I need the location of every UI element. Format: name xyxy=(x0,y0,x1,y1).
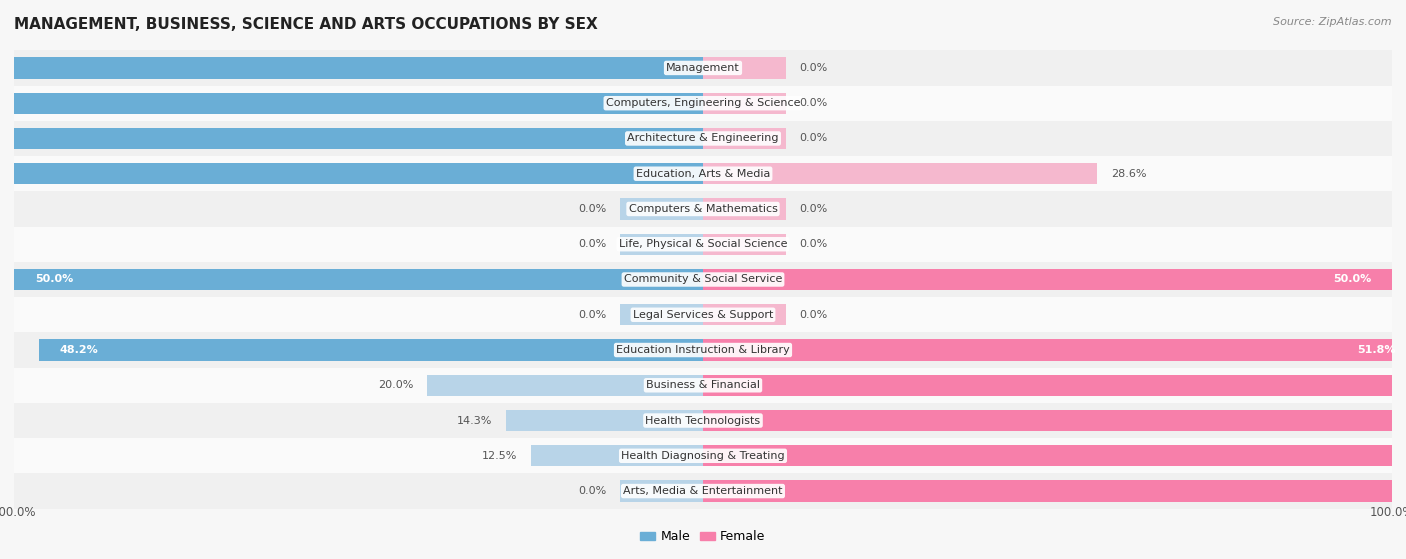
Bar xyxy=(14,403,1392,438)
Text: MANAGEMENT, BUSINESS, SCIENCE AND ARTS OCCUPATIONS BY SEX: MANAGEMENT, BUSINESS, SCIENCE AND ARTS O… xyxy=(14,17,598,32)
Text: 0.0%: 0.0% xyxy=(800,98,828,108)
Text: Business & Financial: Business & Financial xyxy=(645,380,761,390)
Bar xyxy=(703,445,1406,466)
Bar xyxy=(703,128,786,149)
Text: 0.0%: 0.0% xyxy=(578,310,606,320)
Text: 50.0%: 50.0% xyxy=(35,274,73,285)
Bar xyxy=(14,50,1392,86)
Text: Education Instruction & Library: Education Instruction & Library xyxy=(616,345,790,355)
Bar xyxy=(703,198,786,220)
Bar xyxy=(620,234,703,255)
Bar xyxy=(506,410,703,431)
Bar xyxy=(14,262,1392,297)
Text: Life, Physical & Social Science: Life, Physical & Social Science xyxy=(619,239,787,249)
Bar xyxy=(703,410,1406,431)
Bar xyxy=(14,297,1392,333)
Text: Arts, Media & Entertainment: Arts, Media & Entertainment xyxy=(623,486,783,496)
Bar xyxy=(703,234,786,255)
Bar xyxy=(703,481,1406,501)
Legend: Male, Female: Male, Female xyxy=(636,525,770,548)
Bar xyxy=(620,304,703,325)
Text: 0.0%: 0.0% xyxy=(578,486,606,496)
Text: 51.8%: 51.8% xyxy=(1358,345,1396,355)
Text: 100.0%: 100.0% xyxy=(1369,506,1406,519)
Bar xyxy=(703,163,1097,184)
Bar xyxy=(531,445,703,466)
Bar xyxy=(14,269,703,290)
Text: Computers & Mathematics: Computers & Mathematics xyxy=(628,204,778,214)
Text: 48.2%: 48.2% xyxy=(59,345,98,355)
Bar xyxy=(14,368,1392,403)
Bar xyxy=(14,86,1392,121)
Text: 20.0%: 20.0% xyxy=(378,380,413,390)
Text: 0.0%: 0.0% xyxy=(800,134,828,144)
Text: 28.6%: 28.6% xyxy=(1111,169,1146,179)
Text: 0.0%: 0.0% xyxy=(800,310,828,320)
Text: Education, Arts & Media: Education, Arts & Media xyxy=(636,169,770,179)
Text: 0.0%: 0.0% xyxy=(800,63,828,73)
Bar xyxy=(0,128,703,149)
Text: 0.0%: 0.0% xyxy=(800,204,828,214)
Bar xyxy=(14,473,1392,509)
Text: Management: Management xyxy=(666,63,740,73)
Bar xyxy=(703,93,786,114)
Text: Architecture & Engineering: Architecture & Engineering xyxy=(627,134,779,144)
Bar xyxy=(14,121,1392,156)
Text: Legal Services & Support: Legal Services & Support xyxy=(633,310,773,320)
Bar xyxy=(620,481,703,501)
Bar xyxy=(703,269,1392,290)
Bar xyxy=(703,375,1406,396)
Bar xyxy=(14,156,1392,191)
Text: 0.0%: 0.0% xyxy=(578,204,606,214)
Bar xyxy=(39,339,703,361)
Text: Health Technologists: Health Technologists xyxy=(645,415,761,425)
Text: Health Diagnosing & Treating: Health Diagnosing & Treating xyxy=(621,451,785,461)
Text: Computers, Engineering & Science: Computers, Engineering & Science xyxy=(606,98,800,108)
Bar xyxy=(14,438,1392,473)
Text: 12.5%: 12.5% xyxy=(482,451,517,461)
Text: 0.0%: 0.0% xyxy=(578,239,606,249)
Bar xyxy=(0,58,703,78)
Bar xyxy=(0,93,703,114)
Bar xyxy=(703,339,1406,361)
Bar xyxy=(427,375,703,396)
Bar xyxy=(620,198,703,220)
Text: 0.0%: 0.0% xyxy=(800,239,828,249)
Text: 100.0%: 100.0% xyxy=(0,506,37,519)
Bar xyxy=(14,333,1392,368)
Text: 14.3%: 14.3% xyxy=(457,415,492,425)
Bar xyxy=(703,304,786,325)
Bar xyxy=(14,191,1392,226)
Bar xyxy=(0,163,703,184)
Text: 50.0%: 50.0% xyxy=(1333,274,1371,285)
Text: Source: ZipAtlas.com: Source: ZipAtlas.com xyxy=(1274,17,1392,27)
Bar xyxy=(14,226,1392,262)
Text: Community & Social Service: Community & Social Service xyxy=(624,274,782,285)
Bar xyxy=(703,58,786,78)
